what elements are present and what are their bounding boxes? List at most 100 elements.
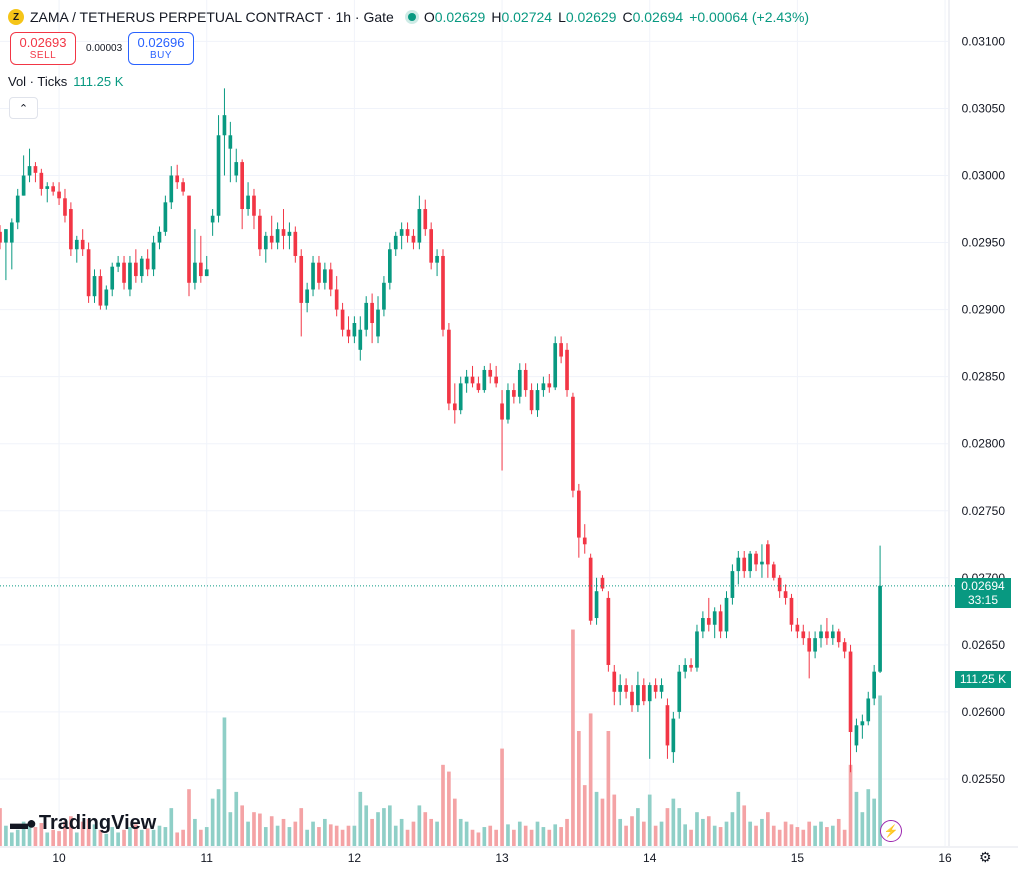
candle-body — [39, 172, 44, 189]
candle-body — [240, 162, 244, 210]
settings-gear-icon[interactable]: ⚙ — [979, 849, 992, 865]
price-tick-label: 0.03000 — [962, 169, 1006, 183]
candle-body — [476, 383, 481, 391]
volume-bar — [742, 805, 747, 846]
volume-bar — [134, 824, 138, 846]
time-tick-label: 11 — [200, 851, 213, 865]
volume-bar — [334, 825, 339, 846]
candle-body — [807, 638, 812, 652]
volume-bar — [594, 791, 599, 846]
volume-bar — [830, 825, 835, 846]
collapse-legend-button[interactable]: ⌃ — [9, 97, 38, 119]
candle-body — [783, 591, 788, 598]
low-value: 0.02629 — [565, 9, 617, 25]
candle-body — [328, 269, 333, 290]
price-tick-label: 0.02750 — [962, 504, 1006, 518]
lightning-icon[interactable]: ⚡ — [880, 820, 902, 842]
volume-bar — [523, 825, 528, 846]
volume-bar — [157, 825, 162, 846]
volume-bar — [695, 812, 699, 846]
candle-body — [854, 725, 859, 746]
candle-body — [346, 329, 351, 337]
volume-bar — [9, 832, 14, 846]
volume-bar — [275, 825, 280, 846]
volume-bar — [559, 827, 563, 846]
buy-button[interactable]: 0.02696 BUY — [128, 32, 194, 65]
price-tick-label: 0.03100 — [962, 34, 1006, 48]
candle-body — [541, 383, 546, 391]
volume-bar — [848, 764, 853, 846]
time-tick-label: 16 — [938, 851, 952, 865]
symbol-title[interactable]: ZAMA / TETHERUS PERPETUAL CONTRACT · 1h … — [30, 9, 394, 25]
volume-bar — [807, 821, 812, 846]
sell-button[interactable]: 0.02693 SELL — [10, 32, 76, 65]
volume-bar — [181, 829, 185, 846]
candle-body — [340, 309, 345, 330]
candle-body — [653, 685, 658, 692]
close-value: 0.02694 — [632, 9, 684, 25]
candle-body — [878, 585, 882, 672]
volume-bar — [606, 731, 611, 846]
candle-body — [263, 235, 268, 250]
volume-bar — [423, 812, 428, 846]
volume-bar — [565, 818, 569, 846]
candle-body — [139, 258, 144, 277]
volume-bar — [145, 828, 150, 846]
volume-bar — [240, 805, 244, 846]
volume-bar — [866, 789, 871, 846]
volume-bar — [429, 818, 434, 846]
volume-bar — [647, 794, 652, 846]
candle-body — [730, 571, 735, 598]
candle-body — [766, 544, 770, 565]
price-tick-label: 0.03050 — [962, 101, 1006, 115]
volume-bar — [281, 818, 286, 846]
volume-legend-label: Vol · Ticks — [8, 74, 68, 89]
volume-legend-value: 111.25 K — [73, 74, 124, 89]
volume-bar — [801, 829, 806, 846]
volume-bar — [346, 825, 351, 846]
volume-bar — [128, 827, 132, 846]
volume-bar — [405, 829, 410, 846]
volume-bar — [689, 829, 693, 846]
volume-bar — [69, 816, 73, 846]
volume-bar — [110, 827, 115, 846]
candle-body — [104, 289, 109, 306]
price-tick-label: 0.02800 — [962, 437, 1006, 451]
volume-bar — [204, 827, 209, 846]
volume-bar — [193, 818, 197, 846]
volume-legend[interactable]: Vol · Ticks 111.25 K — [8, 74, 123, 89]
volume-bar — [63, 821, 67, 846]
candle-body — [323, 269, 327, 283]
candle-body — [641, 685, 646, 702]
volume-bar — [352, 825, 357, 846]
candle-body — [547, 383, 552, 388]
candle-body — [500, 403, 504, 420]
candle-body — [470, 376, 475, 384]
open-value: 0.02629 — [434, 9, 486, 25]
candle-body — [92, 276, 97, 297]
candle-body — [411, 235, 416, 243]
candle-body — [299, 255, 304, 303]
candle-body — [69, 209, 73, 250]
candle-body — [151, 242, 156, 270]
volume-bar — [500, 748, 504, 846]
candle-body — [382, 282, 386, 310]
candle-body — [618, 685, 623, 692]
candle-body — [275, 229, 280, 243]
candle-body — [175, 175, 180, 183]
candle-body — [269, 235, 274, 243]
candle-body — [193, 262, 197, 283]
tradingview-logo[interactable]: ▬● TradingView — [10, 812, 156, 835]
volume-bar — [854, 791, 859, 846]
candle-body — [429, 229, 434, 263]
candle-body — [287, 231, 292, 236]
candle-body — [311, 262, 315, 290]
volume-tag: 111.25 K — [955, 671, 1011, 688]
current-price-tag: 0.02694 33:15 — [955, 578, 1011, 608]
time-tick-label: 15 — [791, 851, 805, 865]
volume-bar — [417, 805, 422, 846]
sell-price: 0.02693 — [19, 35, 67, 50]
candle-body — [553, 343, 558, 388]
volume-bar — [122, 829, 126, 846]
